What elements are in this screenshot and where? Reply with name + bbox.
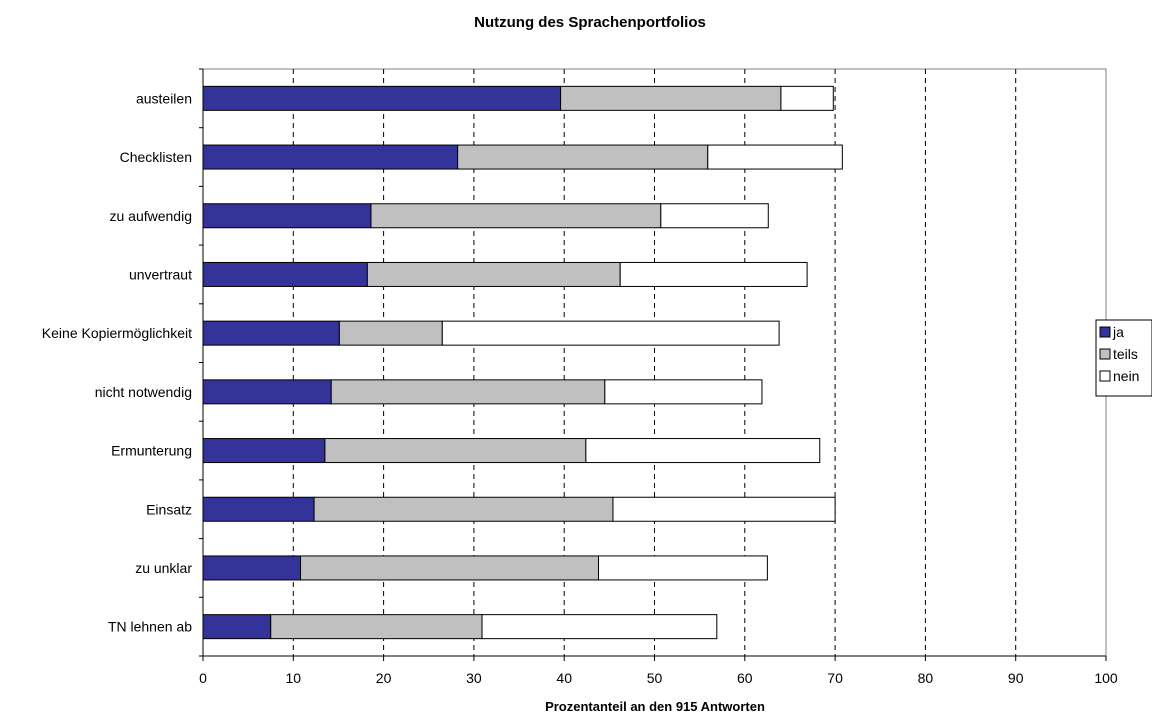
- x-tick-label: 90: [1008, 670, 1024, 686]
- category-label: Keine Kopiermöglichkeit: [42, 325, 192, 341]
- bar-segment-teils: [270, 614, 483, 640]
- legend-items: ja teils nein: [1099, 324, 1139, 384]
- legend: ja teils nein: [1095, 319, 1152, 397]
- bar-segment-teils: [370, 203, 662, 229]
- x-tick-label: 70: [827, 670, 843, 686]
- category-label: Einsatz: [146, 501, 192, 517]
- x-tick-label: 50: [647, 670, 663, 686]
- legend-label-nein: nein: [1113, 368, 1139, 384]
- bar-segment-nein: [612, 496, 836, 522]
- bar-segment-teils: [366, 261, 621, 287]
- category-label: Ermunterung: [111, 443, 192, 459]
- bar-segment-teils: [330, 379, 606, 405]
- bar-segment-nein: [660, 203, 769, 229]
- bar-segment-nein: [441, 320, 780, 346]
- legend-label-teils: teils: [1113, 346, 1138, 362]
- category-label: austeilen: [136, 90, 192, 106]
- x-tick-label: 60: [737, 670, 753, 686]
- bar-segment-nein: [481, 614, 718, 640]
- x-tick-label: 0: [199, 670, 207, 686]
- x-tick-label: 20: [376, 670, 392, 686]
- x-tick-label: 40: [556, 670, 572, 686]
- bar-segment-teils: [457, 144, 709, 170]
- category-label: Checklisten: [120, 149, 192, 165]
- bar-segment-ja: [202, 320, 340, 346]
- category-label: nicht notwendig: [95, 384, 192, 400]
- bar-segment-teils: [560, 85, 782, 111]
- bar-segment-ja: [202, 203, 372, 229]
- legend-swatch-ja: [1099, 326, 1111, 338]
- bar-segment-ja: [202, 144, 459, 170]
- category-label: zu unklar: [135, 560, 192, 576]
- bar-segment-teils: [324, 438, 587, 464]
- x-tick-label: 10: [286, 670, 302, 686]
- bar-segment-teils: [313, 496, 614, 522]
- bar-segment-ja: [202, 438, 326, 464]
- x-tick-label: 30: [466, 670, 482, 686]
- bar-segment-nein: [619, 261, 808, 287]
- bar-segment-ja: [202, 614, 272, 640]
- legend-label-ja: ja: [1112, 324, 1124, 340]
- category-label: unvertraut: [129, 266, 192, 282]
- bar-segment-nein: [780, 85, 834, 111]
- bar-segment-nein: [604, 379, 763, 405]
- category-labels: austeilen Checklisten zu aufwendig unvertra…: [42, 90, 193, 634]
- bar-segment-teils: [300, 555, 600, 581]
- x-tick-labels: 0 10 20 30 40 50 60 70 80 90 100: [199, 670, 1118, 686]
- bar-segment-ja: [202, 496, 315, 522]
- bar-segment-ja: [202, 85, 562, 111]
- bar-segment-ja: [202, 555, 302, 581]
- bar-segment-ja: [202, 379, 332, 405]
- x-tick-label: 80: [918, 670, 934, 686]
- bar-segment-teils: [338, 320, 443, 346]
- axes: [199, 68, 1107, 661]
- bar-segment-nein: [707, 144, 843, 170]
- category-label: TN lehnen ab: [108, 619, 192, 635]
- x-tick-label: 100: [1094, 670, 1118, 686]
- category-label: zu aufwendig: [109, 208, 192, 224]
- bar-segment-nein: [598, 555, 768, 581]
- x-axis-title: Prozentanteil an den 915 Antworten: [545, 699, 765, 714]
- legend-swatch-nein: [1099, 370, 1111, 382]
- bars: [202, 85, 843, 640]
- chart-title: Nutzung des Sprachenportfolios: [474, 14, 706, 31]
- legend-swatch-teils: [1099, 348, 1111, 360]
- bar-segment-nein: [585, 438, 821, 464]
- bar-segment-ja: [202, 261, 368, 287]
